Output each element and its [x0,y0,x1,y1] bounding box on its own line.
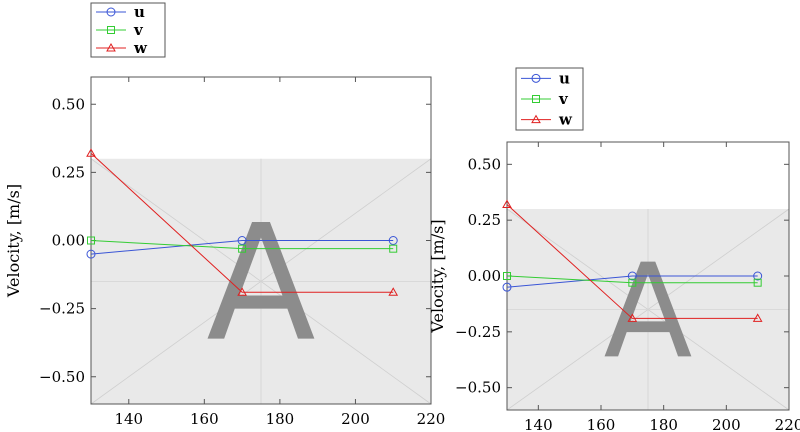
data-point [86,148,96,157]
series-line [506,275,758,284]
y-tick-label: −0.25 [39,300,85,318]
watermark-text: A [604,235,693,387]
series-u [86,236,398,259]
x-tick-label: 140 [114,410,143,428]
data-point [237,236,247,245]
x-tick-label: 180 [266,410,295,428]
data-point [753,271,763,281]
data-point [752,313,763,322]
series-line [506,275,758,288]
data-point [237,287,247,296]
legend: uvw [515,67,584,131]
x-tick-label: 140 [524,416,553,432]
data-point [502,282,512,292]
series-w [502,199,763,322]
data-point [389,244,398,253]
legend-label: u [134,3,145,21]
data-point [628,278,637,287]
x-tick-label: 220 [417,410,446,428]
data-point [753,278,762,287]
x-tick-label: 160 [190,410,219,428]
legend-label: v [133,21,144,39]
data-point [531,114,541,124]
chart-panel-2: A −0.50 −0.25 0.00 0.25 0.50 140 160 180 200 220 Ve… [428,67,800,432]
x-tick-label: 220 [775,416,800,432]
data-point [627,313,638,322]
series-line [506,204,758,319]
series-line [90,240,394,255]
legend-label: u [559,69,570,87]
series-line [90,240,394,250]
series-v [87,236,398,253]
series-u [502,271,763,292]
legend-label: v [558,90,569,108]
y-tick-label: 0.00 [468,267,501,285]
data-point [532,95,540,103]
data-point [627,271,637,281]
y-axis-label: Velocity, [m/s] [428,219,447,333]
legend-label: w [133,39,148,57]
x-tick-label: 200 [712,416,741,432]
watermark-text: A [206,190,315,377]
data-point [388,287,399,296]
data-point [86,249,96,259]
y-tick-label: −0.25 [455,323,501,341]
data-point [87,236,95,245]
legend-label: w [558,111,573,129]
y-tick-label: −0.50 [455,379,501,397]
y-tick-label: 0.50 [468,155,501,173]
data-point [106,42,116,52]
data-point [503,272,511,280]
chart-panel-1: A −0.50 −0.25 0.00 0.25 0.50 140 160 180 200 220 Ve… [4,2,446,428]
x-tick-label: 200 [341,410,370,428]
x-tick-label: 180 [649,416,678,432]
data-point [107,26,115,34]
series-v [503,272,762,287]
x-tick-label: 160 [587,416,616,432]
series-line [90,152,394,293]
y-tick-label: 0.00 [52,232,85,250]
legend: uvw [90,2,166,58]
data-point [238,244,247,253]
y-tick-label: 0.50 [52,95,85,113]
y-tick-label: 0.25 [52,163,85,181]
data-point [388,236,398,245]
y-axis-label: Velocity, [m/s] [4,184,23,298]
y-tick-label: −0.50 [39,368,85,386]
data-point [502,199,512,209]
data-point [106,7,116,17]
y-tick-label: 0.25 [468,211,501,229]
data-point [531,73,541,83]
series-w [86,148,399,296]
